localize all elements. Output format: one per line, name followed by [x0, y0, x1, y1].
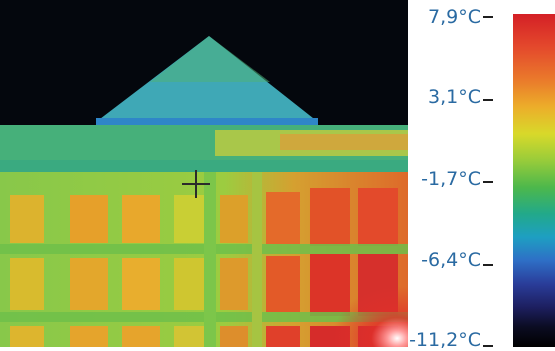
- window-row-1: [10, 188, 398, 246]
- thermal-image: [0, 0, 408, 347]
- upper-band-warm: [280, 134, 408, 150]
- scale-label-2: 3,1°C: [428, 86, 481, 108]
- roof-eave: [96, 118, 318, 126]
- window-frames: [0, 172, 408, 347]
- scale-tick: [483, 99, 493, 101]
- scale-tick: [483, 264, 493, 266]
- scale-tick: [483, 181, 493, 183]
- roof-gable-highlight: [150, 36, 270, 82]
- scale-min-label: -11,2°C: [409, 329, 481, 351]
- hot-spot: [300, 260, 408, 347]
- scale-tick: [483, 345, 493, 347]
- temperature-scale-labels: 7,9°C 3,1°C -1,7°C -6,4°C -11,2°C: [408, 0, 493, 351]
- crosshair-marker: [182, 170, 210, 198]
- scale-label-3: -1,7°C: [421, 168, 481, 190]
- scale-tick: [483, 16, 493, 18]
- temperature-colorbar: [513, 14, 555, 347]
- scale-max-label: 7,9°C: [428, 6, 481, 28]
- thermal-scene: [0, 36, 408, 347]
- scale-label-4: -6,4°C: [421, 249, 481, 271]
- upper-band-shadow: [0, 160, 408, 174]
